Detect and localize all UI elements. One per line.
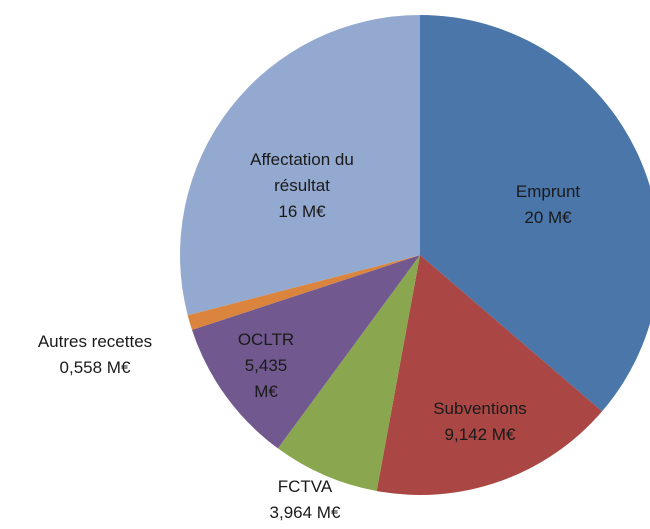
category-label: FCTVA bbox=[277, 477, 333, 496]
value-label: 0,558 M€ bbox=[59, 358, 131, 377]
category-label: Emprunt bbox=[515, 182, 581, 201]
value-label: 20 M€ bbox=[524, 208, 572, 227]
value-label: 5,435 M€ bbox=[244, 356, 288, 401]
pie-slice bbox=[277, 255, 420, 492]
pie-slice bbox=[179, 15, 420, 316]
slice-label: Affectation du résultat 16 M€ bbox=[222, 147, 382, 225]
pie-slice bbox=[420, 15, 650, 412]
category-label: Autres recettes bbox=[37, 332, 153, 351]
slice-label: Subventions 9,142 M€ bbox=[410, 396, 550, 448]
category-label: Subventions bbox=[433, 399, 527, 418]
slice-label: FCTVA 3,964 M€ bbox=[250, 474, 360, 526]
value-label: 16 M€ bbox=[278, 202, 326, 221]
slice-label: Emprunt 20 M€ bbox=[493, 179, 603, 231]
slice-label: OCLTR 5,435 M€ bbox=[236, 327, 296, 405]
pie-slice bbox=[191, 255, 420, 449]
slice-label: Autres recettes 0,558 M€ bbox=[5, 329, 185, 381]
pie-slice bbox=[376, 255, 603, 495]
value-label: 3,964 M€ bbox=[269, 503, 341, 522]
category-label: Affectation du résultat bbox=[250, 150, 354, 195]
category-label: OCLTR bbox=[237, 330, 295, 349]
pie-slice bbox=[187, 255, 420, 330]
value-label: 9,142 M€ bbox=[444, 425, 516, 444]
